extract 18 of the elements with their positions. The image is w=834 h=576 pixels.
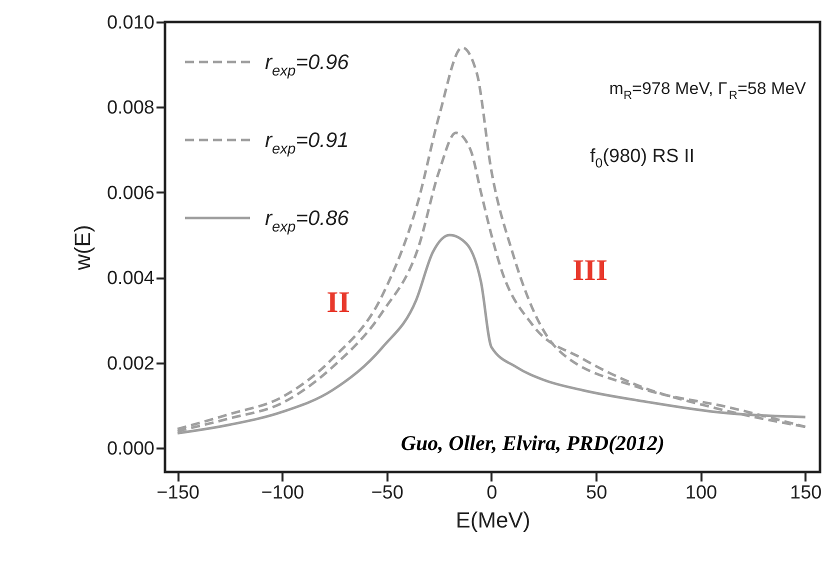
y-tick-label: 0.002 <box>106 353 154 374</box>
x-tick-label: 100 <box>685 482 718 504</box>
x-tick-label: 50 <box>586 482 608 504</box>
annotation: III <box>572 254 608 287</box>
x-tick-label: −150 <box>156 482 200 504</box>
y-tick-label: 0.006 <box>106 182 154 204</box>
y-tick-label: 0.008 <box>106 98 154 119</box>
x-tick-label: −100 <box>261 482 304 504</box>
x-tick-label: −50 <box>371 482 404 504</box>
y-tick-label: 0.010 <box>106 12 154 34</box>
y-tick-label: 0.004 <box>106 268 155 290</box>
annotation: Guo, Oller, Elvira, PRD(2012) <box>400 431 665 455</box>
y-tick-label: 0.000 <box>106 438 154 460</box>
x-tick-label: 0 <box>486 482 498 504</box>
annotation: II <box>326 286 350 319</box>
y-axis-title: w(E) <box>70 224 95 272</box>
x-axis-title: E(MeV) <box>456 508 530 532</box>
x-tick-label: 150 <box>790 482 822 504</box>
